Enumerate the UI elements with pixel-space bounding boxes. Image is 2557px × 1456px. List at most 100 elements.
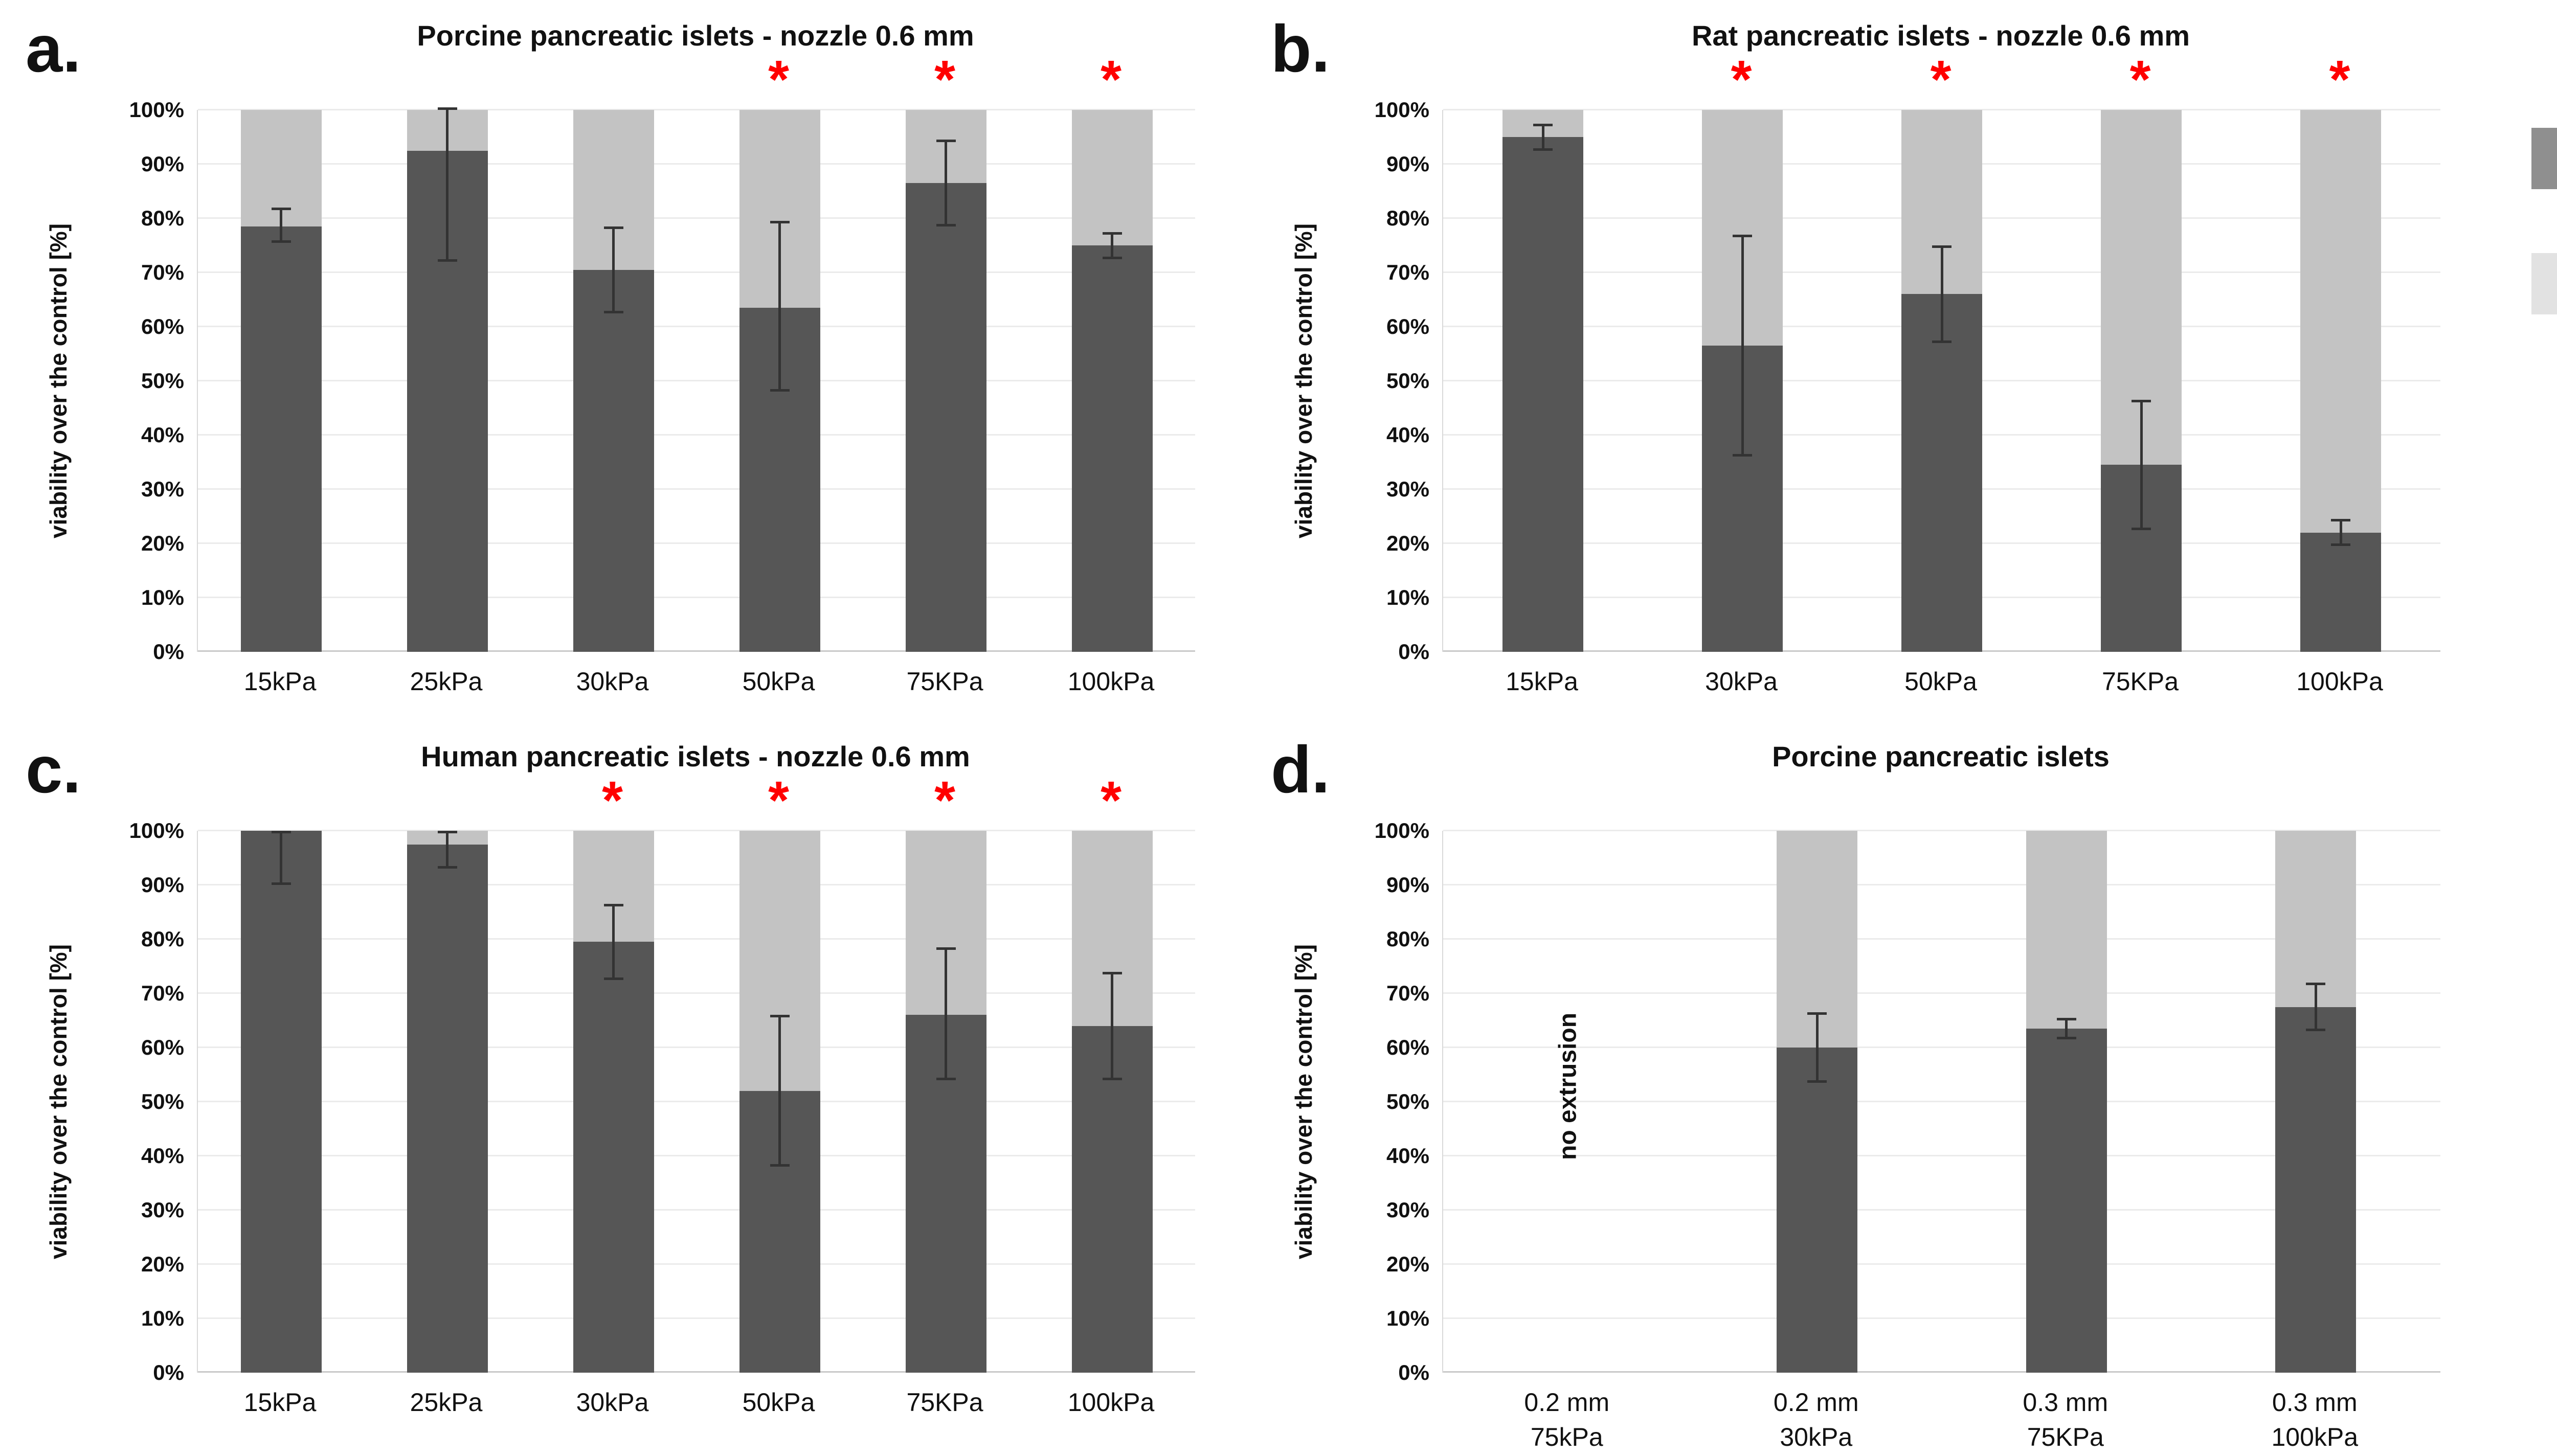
error-bar-cap-top	[936, 140, 956, 143]
y-tick-label: 50%	[141, 1089, 184, 1113]
live-bar-segment	[1071, 245, 1153, 652]
x-category-label: 25kPa	[410, 1388, 483, 1417]
error-bar-cap-bottom	[271, 882, 291, 885]
chart-panel-a: a. Porcine pancreatic islets - nozzle 0.…	[20, 8, 1258, 734]
no-extrusion-label: no extrusion	[1554, 1012, 1582, 1161]
error-bar-cap-top	[1533, 123, 1553, 126]
y-tick-label: 80%	[141, 206, 184, 230]
error-bar-cap-bottom	[437, 866, 457, 869]
y-tick-label: 30%	[1386, 477, 1429, 501]
significance-asterisk: *	[1101, 770, 1122, 830]
error-bar-cap-bottom	[2331, 543, 2350, 547]
gridline	[1443, 992, 2440, 994]
y-tick-label: 70%	[141, 260, 184, 284]
live-bar-segment	[1502, 137, 1583, 652]
x-category-label: 30kPa	[1705, 667, 1778, 696]
live-bar-segment	[2275, 1007, 2357, 1373]
gridline	[1443, 1155, 2440, 1156]
error-bar	[2314, 982, 2317, 1032]
x-category-label: 30kPa	[576, 1388, 649, 1417]
gridline	[198, 1263, 1195, 1265]
y-tick-label: 60%	[1386, 314, 1429, 338]
y-tick-label: 40%	[141, 1144, 184, 1168]
panel-letter-c: c.	[26, 732, 81, 807]
y-tick-label: 30%	[141, 1198, 184, 1222]
live-bar-segment	[2026, 1028, 2107, 1373]
gridline	[1443, 884, 2440, 885]
error-bar	[1940, 245, 1943, 343]
error-bar-cap-bottom	[1807, 1080, 1827, 1083]
x-category-label: 50kPa	[742, 1388, 815, 1417]
gridline	[1443, 938, 2440, 940]
error-bar-cap-bottom	[1932, 340, 1952, 343]
error-bar-cap-bottom	[1733, 454, 1752, 457]
error-bar	[1541, 123, 1544, 151]
y-tick-label: 0%	[1398, 640, 1429, 664]
error-bar-cap-bottom	[2056, 1037, 2076, 1040]
dead-bar-segment	[2275, 831, 2357, 1007]
y-tick-label: 30%	[1386, 1198, 1429, 1222]
y-tick-label: 100%	[1374, 98, 1429, 122]
significance-asterisk: *	[1101, 50, 1122, 109]
error-bar-cap-bottom	[603, 977, 623, 980]
chart-panel-b: b. Rat pancreatic islets - nozzle 0.6 mm…	[1266, 8, 2503, 734]
x-category-label: 0.3 mm 75KPa	[2023, 1388, 2109, 1451]
chart-title-d: Porcine pancreatic islets	[1772, 740, 2110, 772]
live-bar-segment	[2300, 532, 2381, 652]
error-bar-cap-top	[1733, 234, 1752, 237]
significance-asterisk: *	[934, 770, 955, 830]
error-bar-cap-bottom	[1102, 256, 1122, 259]
x-category-label: 30kPa	[576, 667, 649, 696]
gridline	[198, 830, 1195, 831]
live-bar-segment	[1071, 1026, 1153, 1373]
error-bar-cap-top	[1932, 245, 1952, 248]
y-tick-label: 100%	[129, 98, 184, 122]
x-category-label: 75KPa	[906, 667, 983, 696]
legend: Live cells Dead cells * p<0.05 vs. contr…	[2531, 100, 2557, 560]
y-tick-label: 50%	[1386, 369, 1429, 393]
x-category-label: 75KPa	[2101, 667, 2179, 696]
error-bar-cap-top	[2331, 519, 2350, 522]
panel-letter-d: d.	[1271, 732, 1330, 807]
chart-title-a: Porcine pancreatic islets - nozzle 0.6 m…	[417, 19, 974, 52]
y-tick-label: 60%	[1386, 1035, 1429, 1059]
x-category-label: 50kPa	[742, 667, 815, 696]
dead-cells-swatch	[2531, 253, 2557, 314]
error-bar	[2140, 400, 2143, 530]
y-tick-label: 20%	[1386, 1252, 1429, 1276]
error-bar-cap-top	[770, 1015, 790, 1018]
y-tick-label: 0%	[1398, 1360, 1429, 1384]
y-tick-label: 60%	[141, 314, 184, 338]
error-bar-cap-bottom	[1533, 148, 1553, 151]
y-tick-label: 90%	[141, 873, 184, 897]
error-bar	[612, 904, 615, 980]
x-category-label: 15kPa	[1506, 667, 1578, 696]
error-bar	[945, 140, 947, 226]
chart-title-b: Rat pancreatic islets - nozzle 0.6 mm	[1691, 19, 2190, 52]
error-bar	[1815, 1012, 1819, 1083]
y-tick-label: 80%	[141, 927, 184, 951]
gridline	[198, 884, 1195, 885]
error-bar-cap-top	[1102, 232, 1122, 235]
gridline	[198, 488, 1195, 490]
error-bar-cap-top	[2132, 400, 2151, 403]
x-category-label: 100kPa	[1067, 1388, 1155, 1417]
error-bar	[612, 226, 615, 313]
gridline	[1443, 1263, 2440, 1265]
legend-item-live: Live cells	[2531, 128, 2557, 189]
gridline	[1443, 1046, 2440, 1048]
dead-bar-segment	[1777, 831, 1858, 1048]
y-tick-label: 40%	[1386, 423, 1429, 447]
error-bar-cap-bottom	[271, 240, 291, 243]
y-tick-label: 10%	[1386, 1306, 1429, 1330]
x-category-label: 100kPa	[1067, 667, 1155, 696]
dead-bar-segment	[1071, 110, 1153, 245]
error-bar-cap-bottom	[2132, 527, 2151, 530]
gridline	[198, 434, 1195, 436]
gridline	[198, 1155, 1195, 1156]
significance-asterisk: *	[768, 50, 789, 109]
x-category-label: 15kPa	[243, 1388, 317, 1417]
y-tick-label: 10%	[141, 1306, 184, 1330]
gridline	[198, 992, 1195, 994]
y-tick-label: 50%	[1386, 1089, 1429, 1113]
